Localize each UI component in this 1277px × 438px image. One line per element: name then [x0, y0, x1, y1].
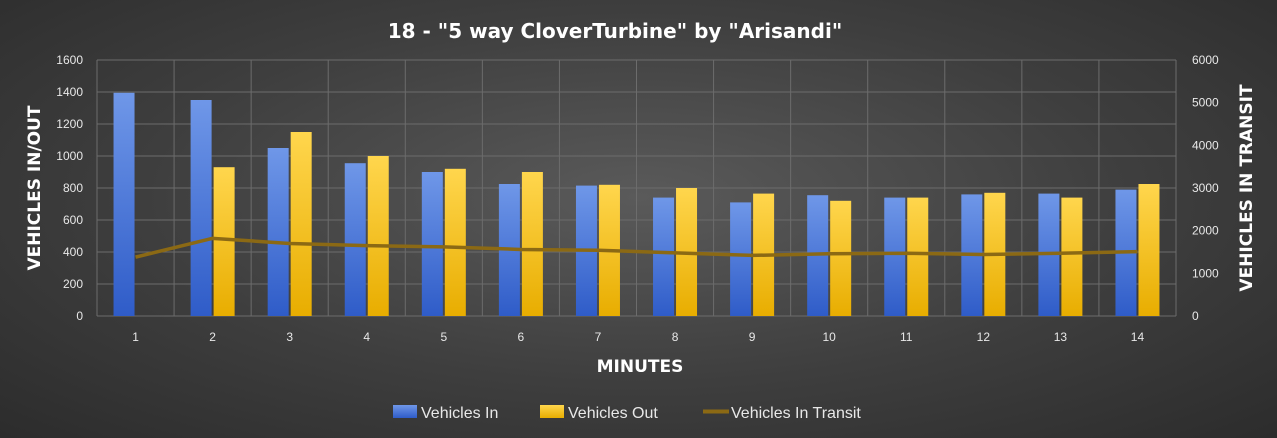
- bar-vehicles-out: [290, 132, 312, 316]
- bar-vehicles-out: [1061, 197, 1083, 316]
- bar-vehicles-out: [444, 168, 466, 316]
- legend: Vehicles In Vehicles Out Vehicles In Trans…: [393, 405, 861, 422]
- x-tick-label: 12: [977, 330, 991, 344]
- bar-vehicles-in: [190, 100, 212, 316]
- x-tick-label: 6: [518, 330, 525, 344]
- y-axis-title: VEHICLES IN/OUT: [25, 105, 45, 270]
- y2-tick-label: 5000: [1192, 96, 1219, 110]
- legend-item-vehicles-in: Vehicles In: [393, 405, 498, 422]
- y-axis-left: 0 200 400 600 800 1000 1200 1400 1600: [56, 53, 83, 323]
- x-axis: 1 2 3 4 5 6 7 8 9 10 11 12 13 14: [132, 330, 1144, 344]
- bar-vehicles-out: [367, 156, 389, 316]
- y-axis-right: 0 1000 2000 3000 4000 5000 6000: [1192, 53, 1219, 323]
- y-tick-label: 1600: [56, 53, 83, 67]
- y2-tick-label: 3000: [1192, 181, 1219, 195]
- legend-item-vehicles-in-transit: Vehicles In Transit: [703, 405, 861, 422]
- legend-label: Vehicles In: [421, 405, 498, 422]
- y2-tick-label: 4000: [1192, 138, 1219, 152]
- bar-vehicles-in: [344, 163, 366, 316]
- x-tick-label: 4: [363, 330, 370, 344]
- bar-vehicles-in: [884, 197, 906, 316]
- y2-tick-label: 1000: [1192, 266, 1219, 280]
- x-tick-label: 8: [672, 330, 679, 344]
- y2-tick-label: 0: [1192, 309, 1199, 323]
- y-tick-label: 1200: [56, 117, 83, 131]
- legend-item-vehicles-out: Vehicles Out: [540, 405, 658, 422]
- bar-vehicles-in: [267, 148, 289, 316]
- y-tick-label: 600: [63, 213, 83, 227]
- x-tick-label: 7: [595, 330, 602, 344]
- y-tick-label: 1400: [56, 85, 83, 99]
- x-tick-label: 3: [286, 330, 293, 344]
- chart-title: 18 - "5 way CloverTurbine" by "Arisandi": [388, 19, 843, 43]
- bar-vehicles-in: [653, 197, 675, 316]
- y2-axis-title: VEHICLES IN TRANSIT: [1237, 84, 1257, 292]
- y-tick-label: 0: [76, 309, 83, 323]
- y-tick-label: 800: [63, 181, 83, 195]
- x-tick-label: 11: [900, 330, 913, 344]
- x-tick-label: 9: [749, 330, 756, 344]
- line-vehicles-in-transit: [135, 236, 1138, 259]
- bar-vehicles-out: [1138, 184, 1160, 316]
- gridlines: [96, 59, 1177, 317]
- x-tick-label: 1: [132, 330, 139, 344]
- x-tick-label: 13: [1054, 330, 1068, 344]
- x-tick-label: 10: [822, 330, 836, 344]
- y-tick-label: 400: [63, 245, 83, 259]
- y-tick-label: 200: [63, 277, 83, 291]
- legend-swatch: [540, 405, 564, 418]
- bar-vehicles-out: [907, 197, 929, 316]
- bar-vehicles-out: [830, 200, 852, 316]
- y2-tick-label: 2000: [1192, 224, 1219, 238]
- bar-vehicles-out: [521, 172, 543, 316]
- bar-vehicles-in: [113, 92, 135, 316]
- x-tick-label: 2: [209, 330, 216, 344]
- legend-label: Vehicles Out: [568, 405, 658, 422]
- bar-vehicles-out: [213, 167, 235, 316]
- y2-tick-label: 6000: [1192, 53, 1219, 67]
- x-tick-label: 5: [440, 330, 447, 344]
- bar-vehicles-in: [421, 172, 443, 316]
- x-tick-label: 14: [1131, 330, 1145, 344]
- legend-label: Vehicles In Transit: [731, 405, 861, 422]
- bar-vehicles-in: [730, 202, 752, 316]
- transit-line: [135, 236, 1138, 259]
- x-axis-title: MINUTES: [597, 357, 684, 377]
- legend-swatch: [393, 405, 417, 418]
- bars: [113, 92, 1160, 316]
- y-tick-label: 1000: [56, 149, 83, 163]
